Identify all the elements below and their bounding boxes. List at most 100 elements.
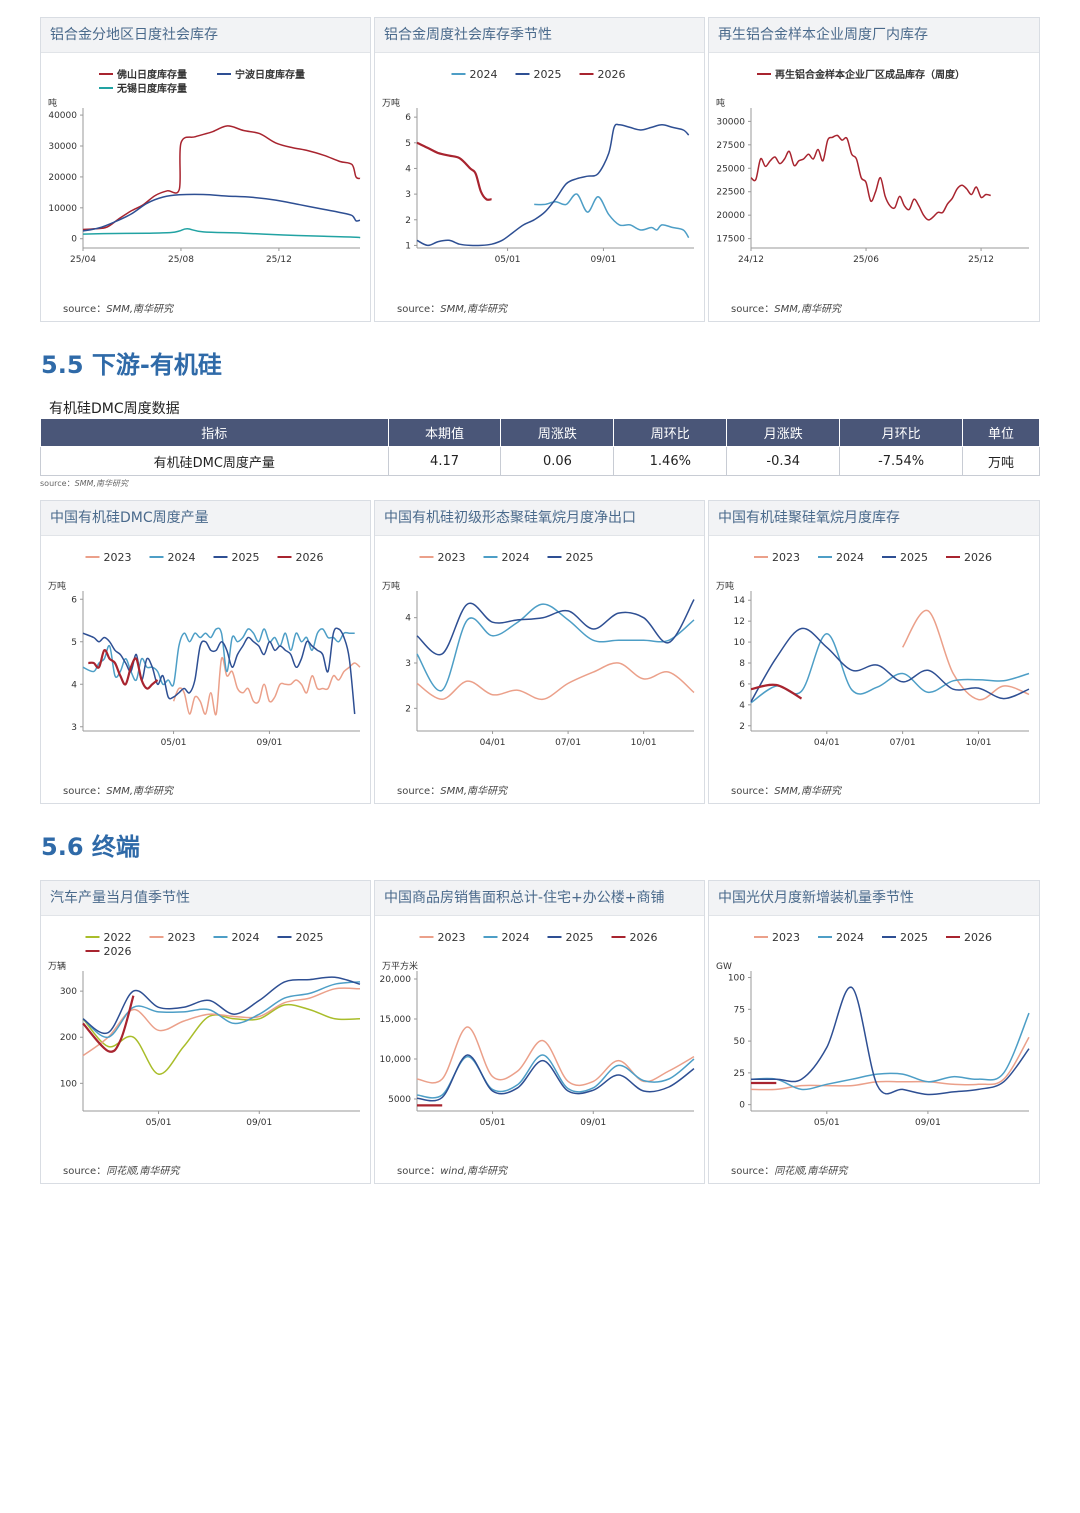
chart-title: 汽车产量当月值季节性 — [41, 881, 370, 916]
chart-source-text: SMM,南华研究 — [440, 304, 508, 315]
table-cell: 有机硅DMC周度产量 — [40, 446, 389, 476]
chart-svg: 万辆 100 200 300 05/01 09/01 2022 2023 2024 2025 202… — [48, 931, 361, 1128]
chart-panel-alloy-weekly-inventory: 铝合金周度社会库存季节性 万吨 1 2 3 4 5 6 05/01 09/01 2024 2025 2… — [374, 17, 705, 322]
legend-label: 2026 — [296, 551, 324, 564]
series-line — [88, 649, 159, 690]
section-heading-5-5: 5.5 下游-有机硅 — [41, 351, 222, 379]
y-tick-label: 6 — [71, 595, 77, 605]
chart-svg: 万吨 3 4 5 6 05/01 09/01 2023 2024 2025 2026 — [48, 551, 361, 748]
chart-svg: 万平方米 5000 10,000 15,000 20,000 05/01 09/01 2023… — [380, 931, 695, 1128]
x-tick-label: 10/01 — [631, 738, 657, 748]
y-tick-label: 8 — [739, 659, 745, 669]
table-cell: 0.06 — [500, 446, 615, 476]
series-line — [82, 228, 361, 239]
y-axis-unit: 吨 — [48, 97, 57, 109]
y-tick-label: 4 — [405, 614, 411, 624]
legend-label: 2024 — [232, 931, 260, 944]
chart-title: 中国光伏月度新增装机量季节性 — [709, 881, 1039, 916]
y-tick-label: 2 — [405, 704, 411, 714]
y-tick-label: 14 — [734, 596, 746, 606]
series-line — [82, 987, 361, 1057]
legend-label: 2024 — [470, 68, 498, 81]
legend-label: 2024 — [502, 931, 530, 944]
chart-source-label: source： — [63, 304, 107, 315]
chart-source: source：同花顺,南华研究 — [731, 1162, 847, 1177]
series-line — [82, 1003, 361, 1075]
table-source-label: source： — [40, 479, 75, 488]
legend-label: 2026 — [630, 931, 658, 944]
legend-label: 2023 — [438, 551, 466, 564]
chart-source-text: SMM,南华研究 — [774, 786, 842, 797]
legend-label: 2026 — [964, 931, 992, 944]
x-tick-label: 05/01 — [814, 1118, 840, 1128]
table-header-cell: 周环比 — [613, 418, 728, 447]
y-tick-label: 20000 — [48, 173, 77, 183]
legend-label: 2024 — [836, 931, 864, 944]
y-tick-label: 40000 — [48, 111, 77, 121]
chart-source-label: source： — [731, 1166, 775, 1177]
y-tick-label: 5 — [71, 638, 77, 648]
table-source: source：SMM,南华研究 — [40, 478, 128, 489]
series-line — [172, 656, 361, 716]
x-tick-label: 05/01 — [146, 1118, 172, 1128]
legend-label: 2023 — [772, 551, 800, 564]
chart-title: 中国有机硅DMC周度产量 — [41, 501, 370, 536]
table-header-cell: 本期值 — [387, 418, 502, 447]
y-tick-label: 17500 — [716, 235, 745, 245]
legend-label: 2026 — [964, 551, 992, 564]
y-tick-label: 4 — [739, 701, 745, 711]
section-heading-5-6: 5.6 终端 — [41, 833, 140, 861]
y-tick-label: 0 — [71, 235, 77, 245]
y-tick-label: 300 — [60, 987, 77, 997]
y-tick-label: 20000 — [716, 211, 745, 221]
series-line — [416, 662, 695, 701]
chart-panel-alloy-regional-inventory: 铝合金分地区日度社会库存 吨 0 10000 20000 30000 40000 25/04… — [40, 17, 371, 322]
table-header-cell: 指标 — [40, 418, 389, 447]
table-header-row: 指标 本期值 周涨跌 周环比 月涨跌 月环比 单位 — [40, 418, 1040, 447]
legend-label: 2023 — [104, 551, 132, 564]
legend-label: 2025 — [296, 931, 324, 944]
chart-source-text: 同花顺,南华研究 — [774, 1166, 848, 1177]
x-tick-label: 25/06 — [853, 255, 879, 265]
chart-svg: 万吨 2 4 6 8 10 12 14 04/01 07/01 10/01 2023 2024 2025 2… — [716, 551, 1030, 748]
table-cell: -7.54% — [839, 446, 964, 476]
y-tick-label: 3 — [405, 659, 411, 669]
y-axis-unit: 万吨 — [716, 580, 734, 592]
chart-svg: GW 0 25 50 75 100 05/01 09/01 2023 2024 2025 2026 — [716, 931, 1030, 1128]
y-tick-label: 3 — [405, 190, 411, 200]
chart-source: source：SMM,南华研究 — [731, 782, 841, 797]
y-tick-label: 50 — [734, 1037, 746, 1047]
series-line — [82, 627, 355, 687]
x-tick-label: 09/01 — [590, 255, 616, 265]
chart-source: source：SMM,南华研究 — [397, 300, 507, 315]
y-tick-label: 4 — [405, 164, 411, 174]
y-tick-label: 6 — [739, 680, 745, 690]
table-caption: 有机硅DMC周度数据 — [49, 401, 180, 417]
legend-label: 2024 — [502, 551, 530, 564]
table-header-cell: 月涨跌 — [726, 418, 841, 447]
legend-label: 无锡日度库存量 — [116, 82, 187, 95]
legend-label: 2024 — [168, 551, 196, 564]
table-row: 有机硅DMC周度产量 4.17 0.06 1.46% -0.34 -7.54% … — [40, 446, 1040, 476]
series-line — [82, 981, 361, 1038]
chart-source: source：SMM,南华研究 — [63, 300, 173, 315]
table-cell: 1.46% — [613, 446, 728, 476]
x-tick-label: 04/01 — [480, 738, 506, 748]
x-tick-label: 09/01 — [256, 738, 282, 748]
series-line — [901, 609, 1030, 701]
y-tick-label: 100 — [60, 1079, 77, 1089]
chart-source: source：SMM,南华研究 — [731, 300, 841, 315]
series-line — [416, 599, 695, 656]
x-tick-label: 09/01 — [580, 1118, 606, 1128]
series-line — [416, 1026, 695, 1087]
y-tick-label: 20,000 — [380, 975, 412, 985]
y-tick-label: 100 — [728, 974, 745, 984]
x-tick-label: 05/01 — [480, 1118, 506, 1128]
y-tick-label: 10 — [734, 638, 746, 648]
y-tick-label: 200 — [60, 1033, 77, 1043]
legend-label: 2023 — [438, 931, 466, 944]
chart-svg: 万吨 2 3 4 04/01 07/01 10/01 2023 2024 2025 — [382, 551, 695, 748]
chart-source-text: 同花顺,南华研究 — [106, 1166, 180, 1177]
y-tick-label: 25 — [734, 1069, 745, 1079]
legend-label: 2025 — [900, 931, 928, 944]
